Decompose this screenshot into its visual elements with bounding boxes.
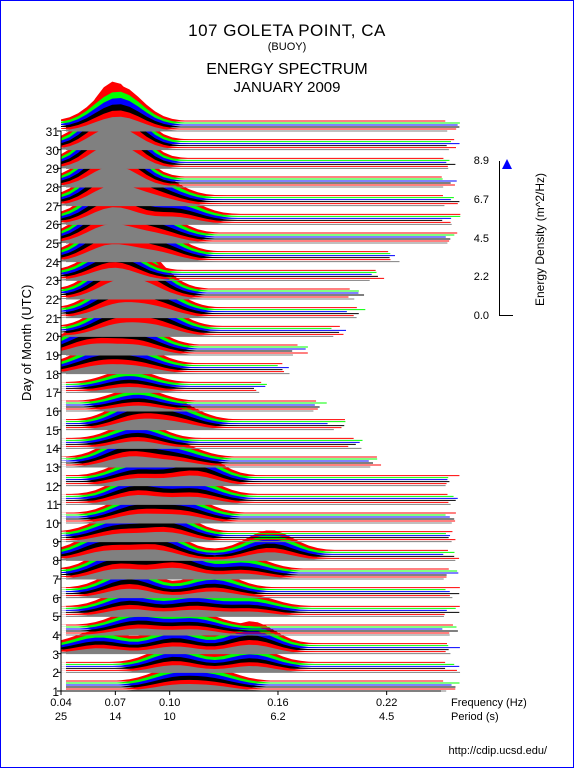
y-tick: 28: [43, 181, 59, 195]
y-tick: 25: [43, 237, 59, 251]
plot-area: [61, 131, 441, 691]
period-tick: 14: [109, 711, 121, 723]
legend-axis: [499, 161, 513, 316]
chart-container: 107 GOLETA POINT, CA (BUOY) ENERGY SPECT…: [0, 0, 574, 768]
y-tick: 9: [43, 536, 59, 550]
y-tick: 23: [43, 274, 59, 288]
y-tick: 3: [43, 648, 59, 662]
y-tick: 11: [43, 498, 59, 512]
freq-tick: 0.10: [159, 697, 180, 709]
y-tick: 14: [43, 442, 59, 456]
y-tick: 27: [43, 200, 59, 214]
y-axis-label: Day of Month (UTC): [19, 285, 34, 401]
period-tick: 6.2: [270, 711, 285, 723]
y-tick: 22: [43, 293, 59, 307]
period-axis-label: Period (s): [451, 711, 499, 723]
freq-axis-label: Frequency (Hz): [451, 697, 527, 709]
y-tick: 29: [43, 162, 59, 176]
location-title: 107 GOLETA POINT, CA: [1, 21, 573, 41]
y-tick: 6: [43, 592, 59, 606]
freq-tick: 0.22: [376, 697, 397, 709]
y-tick: 26: [43, 218, 59, 232]
legend-tick: 6.7: [465, 194, 489, 206]
period-ticks: Period (s) 2514106.24.5: [61, 711, 441, 725]
spectrum-fill: [61, 185, 403, 206]
y-tick: 31: [43, 125, 59, 139]
y-tick: 30: [43, 144, 59, 158]
freq-tick: 0.16: [267, 697, 288, 709]
title-block: 107 GOLETA POINT, CA (BUOY) ENERGY SPECT…: [1, 1, 573, 96]
y-tick: 16: [43, 405, 59, 419]
x-axis: Frequency (Hz) 0.040.070.100.160.22 Peri…: [61, 697, 441, 725]
y-tick: 8: [43, 554, 59, 568]
y-tick: 10: [43, 517, 59, 531]
y-tick: 5: [43, 610, 59, 624]
y-tick: 13: [43, 461, 59, 475]
y-tick: 21: [43, 312, 59, 326]
y-tick: 7: [43, 573, 59, 587]
legend-arrow-icon: [502, 159, 512, 169]
freq-tick: 0.04: [50, 697, 71, 709]
freq-ticks: Frequency (Hz) 0.040.070.100.160.22: [61, 697, 441, 711]
legend-tick: 0.0: [465, 310, 489, 322]
y-tick: 2: [43, 666, 59, 680]
spectrum-svg: [61, 131, 441, 691]
y-tick: 12: [43, 480, 59, 494]
legend-label: Energy Density (m^2/Hz): [533, 173, 547, 306]
period-tick: 4.5: [379, 711, 394, 723]
chart-title: ENERGY SPECTRUM: [1, 61, 573, 79]
legend-tick: 4.5: [465, 233, 489, 245]
y-tick: 15: [43, 424, 59, 438]
y-tick: 20: [43, 330, 59, 344]
buoy-subtitle: (BUOY): [1, 41, 573, 53]
legend-tick: 8.9: [465, 155, 489, 167]
chart-date: JANUARY 2009: [1, 79, 573, 96]
period-tick: 25: [55, 711, 67, 723]
footer-url: http://cdip.ucsd.edu/: [449, 745, 547, 757]
y-tick: 4: [43, 629, 59, 643]
y-tick: 17: [43, 386, 59, 400]
freq-tick: 0.07: [105, 697, 126, 709]
period-tick: 10: [164, 711, 176, 723]
y-tick: 24: [43, 256, 59, 270]
legend: 8.96.74.52.20.0 Energy Density (m^2/Hz): [493, 161, 553, 316]
legend-tick: 2.2: [465, 271, 489, 283]
y-tick: 19: [43, 349, 59, 363]
y-tick: 18: [43, 368, 59, 382]
